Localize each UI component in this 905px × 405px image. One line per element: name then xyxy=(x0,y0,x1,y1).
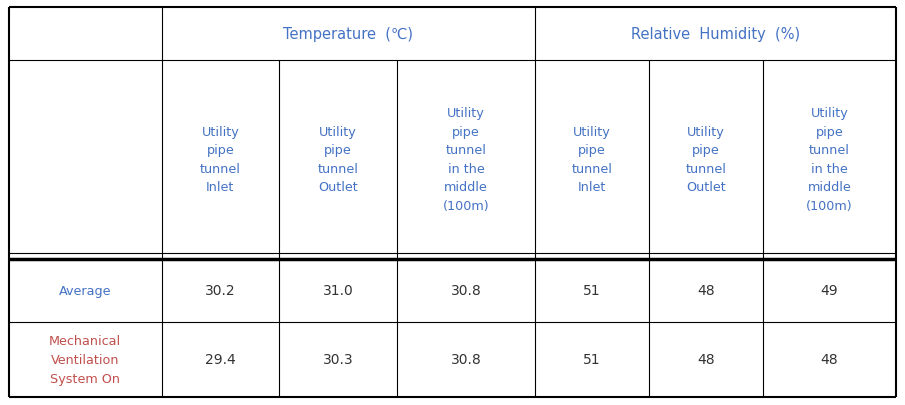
Text: Average: Average xyxy=(59,284,111,297)
Text: 48: 48 xyxy=(697,284,715,298)
Text: 49: 49 xyxy=(821,284,838,298)
Text: Utility
pipe
tunnel
in the
middle
(100m): Utility pipe tunnel in the middle (100m) xyxy=(443,107,490,212)
Text: Relative  Humidity  (%): Relative Humidity (%) xyxy=(631,27,800,42)
Text: 29.4: 29.4 xyxy=(205,353,236,367)
Text: 51: 51 xyxy=(583,284,601,298)
Text: Utility
pipe
tunnel
Outlet: Utility pipe tunnel Outlet xyxy=(685,126,727,194)
Text: Utility
pipe
tunnel
Inlet: Utility pipe tunnel Inlet xyxy=(572,126,613,194)
Text: Mechanical
Ventilation
System On: Mechanical Ventilation System On xyxy=(49,334,121,385)
Text: Utility
pipe
tunnel
Inlet: Utility pipe tunnel Inlet xyxy=(200,126,241,194)
Text: 30.3: 30.3 xyxy=(323,353,354,367)
Text: Utility
pipe
tunnel
in the
middle
(100m): Utility pipe tunnel in the middle (100m) xyxy=(806,107,853,212)
Text: 51: 51 xyxy=(583,353,601,367)
Text: 30.2: 30.2 xyxy=(205,284,235,298)
Text: Utility
pipe
tunnel
Outlet: Utility pipe tunnel Outlet xyxy=(318,126,358,194)
Text: 31.0: 31.0 xyxy=(323,284,354,298)
Text: 30.8: 30.8 xyxy=(451,353,481,367)
Text: 30.8: 30.8 xyxy=(451,284,481,298)
Text: 48: 48 xyxy=(697,353,715,367)
Text: 48: 48 xyxy=(821,353,838,367)
Text: Temperature  (℃): Temperature (℃) xyxy=(283,27,414,42)
